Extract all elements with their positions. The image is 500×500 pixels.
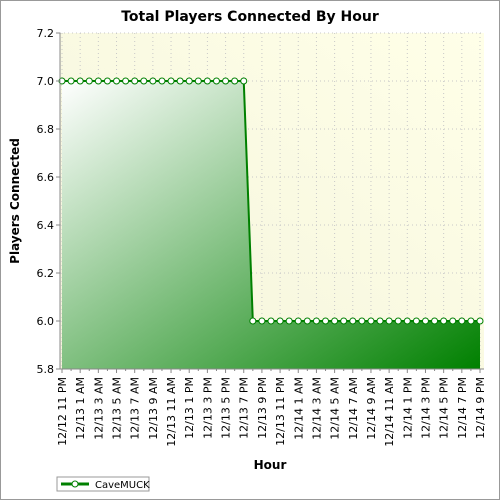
- point: [185, 77, 193, 85]
- point: [376, 317, 384, 325]
- point: [231, 77, 239, 85]
- point: [222, 77, 230, 85]
- x-tick-label: 12/13 7 AM: [129, 377, 142, 440]
- x-tick-label: 12/13 5 PM: [220, 377, 233, 439]
- x-tick-label: 12/14 3 PM: [419, 377, 432, 439]
- point: [385, 317, 393, 325]
- point: [358, 317, 366, 325]
- legend-label: CaveMUCK: [95, 480, 150, 491]
- point: [67, 77, 75, 85]
- point: [203, 77, 211, 85]
- x-axis-title: Hour: [254, 458, 287, 472]
- point: [103, 77, 111, 85]
- x-tick-label: 12/12 11 PM: [56, 377, 69, 446]
- legend-marker: [71, 480, 79, 488]
- y-tick-label: 7.2: [37, 27, 55, 40]
- area: [62, 81, 480, 369]
- legend-box: [56, 476, 150, 492]
- x-tick-label: 12/14 5 AM: [329, 377, 342, 440]
- legend: CaveMUCK: [56, 476, 150, 492]
- point: [440, 317, 448, 325]
- point: [312, 317, 320, 325]
- point: [322, 317, 330, 325]
- point: [449, 317, 457, 325]
- y-tick-label: 6.0: [37, 315, 55, 328]
- x-tick-label: 12/13 9 PM: [256, 377, 269, 439]
- point: [258, 317, 266, 325]
- point: [431, 317, 439, 325]
- point: [467, 317, 475, 325]
- y-tick-label: 6.4: [37, 219, 55, 232]
- y-tick-label: 6.8: [37, 123, 55, 136]
- point: [340, 317, 348, 325]
- point: [267, 317, 275, 325]
- point: [276, 317, 284, 325]
- x-tick-label: 12/14 5 PM: [438, 377, 451, 439]
- point: [331, 317, 339, 325]
- x-tick-label: 12/14 1 AM: [292, 377, 305, 440]
- point: [294, 317, 302, 325]
- x-tick-label: 12/13 1 AM: [74, 377, 87, 440]
- point: [403, 317, 411, 325]
- y-tick-label: 7.0: [37, 75, 55, 88]
- y-tick-label: 5.8: [37, 363, 55, 376]
- x-tick-label: 12/13 3 PM: [201, 377, 214, 439]
- x-tick-label: 12/13 3 AM: [92, 377, 105, 440]
- point: [158, 77, 166, 85]
- x-tick-label: 12/13 7 PM: [238, 377, 251, 439]
- x-tick-label: 12/14 7 PM: [456, 377, 469, 439]
- point: [140, 77, 148, 85]
- chart-title: Total Players Connected By Hour: [121, 9, 379, 25]
- point: [458, 317, 466, 325]
- y-tick-label: 6.6: [37, 171, 55, 184]
- point: [240, 77, 248, 85]
- point: [285, 317, 293, 325]
- x-tick-label: 12/14 11 AM: [383, 377, 396, 447]
- point: [367, 317, 375, 325]
- point: [149, 77, 157, 85]
- x-tick-label: 12/14 7 AM: [347, 377, 360, 440]
- x-tick-label: 12/13 1 PM: [183, 377, 196, 439]
- point: [349, 317, 357, 325]
- point: [85, 77, 93, 85]
- axes: 5.8 6.0 6.2 6.4 6.6 6.8 7.0 7.2 12/12 11 PM 12/13…: [37, 27, 488, 447]
- point: [94, 77, 102, 85]
- point: [76, 77, 84, 85]
- point: [412, 317, 420, 325]
- point: [113, 77, 121, 85]
- x-tick-label: 12/13 5 AM: [111, 377, 124, 440]
- x-tick-label: 12/13 11 AM: [165, 377, 178, 447]
- point: [476, 317, 484, 325]
- x-tick-label: 12/14 1 PM: [401, 377, 414, 439]
- point: [131, 77, 139, 85]
- point: [394, 317, 402, 325]
- marks: [58, 77, 484, 369]
- point: [194, 77, 202, 85]
- point: [176, 77, 184, 85]
- y-axis-title: Players Connected: [8, 138, 22, 264]
- x-tick-label: 12/14 9 PM: [474, 377, 487, 439]
- x-tick-label: 12/14 3 AM: [310, 377, 323, 440]
- point: [249, 317, 257, 325]
- point: [303, 317, 311, 325]
- point: [212, 77, 220, 85]
- x-tick-label: 12/14 9 AM: [365, 377, 378, 440]
- point: [167, 77, 175, 85]
- x-tick-label: 12/13 9 AM: [147, 377, 160, 440]
- x-tick-label: 12/13 11 PM: [274, 377, 287, 446]
- point: [421, 317, 429, 325]
- y-tick-label: 6.2: [37, 267, 55, 280]
- point: [122, 77, 130, 85]
